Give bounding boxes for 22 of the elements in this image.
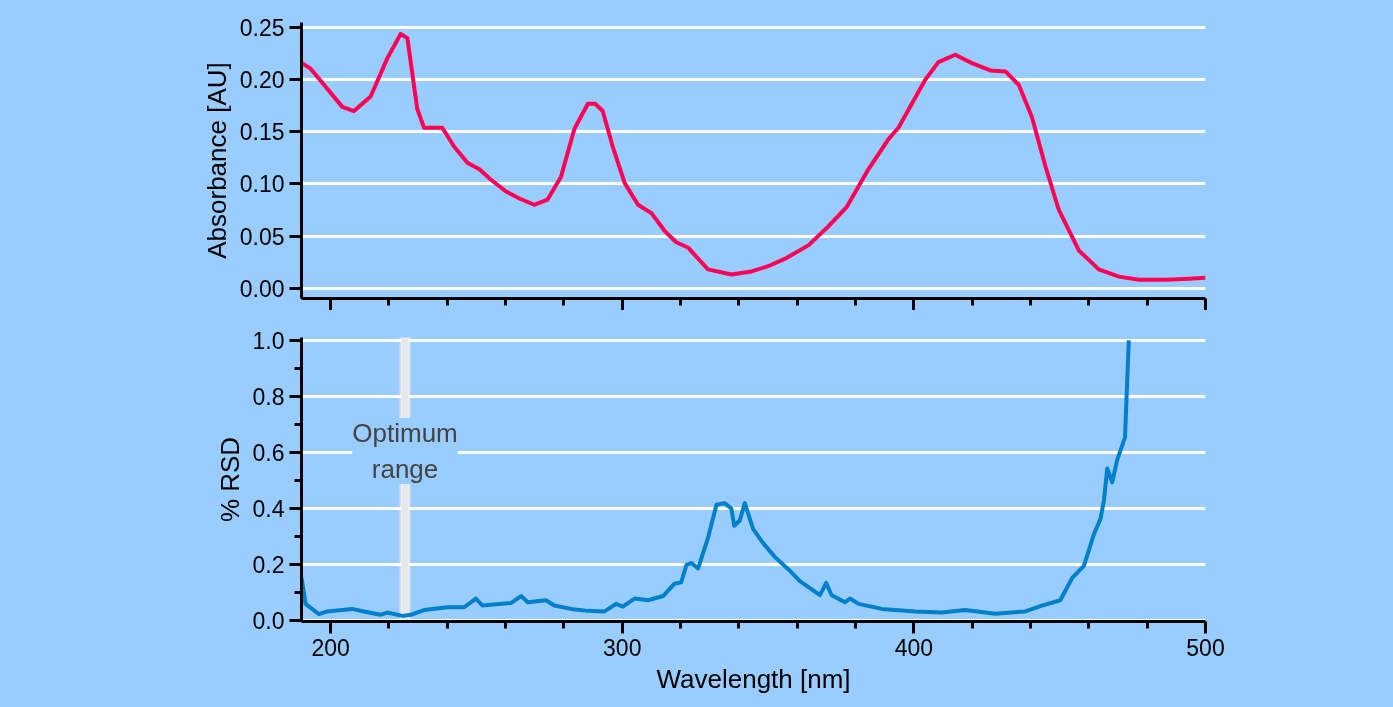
x-tick-label: 200 bbox=[311, 634, 350, 661]
y-tick-label: 0.2 bbox=[252, 551, 285, 578]
y-tick-label: 0.05 bbox=[239, 223, 285, 250]
y-tick-label: 0.25 bbox=[239, 15, 285, 42]
y-axis-title: % RSD bbox=[214, 436, 245, 523]
y-tick-label: 0.00 bbox=[239, 275, 285, 302]
y-tick-label: 0.8 bbox=[252, 383, 285, 410]
line-series bbox=[301, 31, 1206, 282]
y-tick-label: 0.15 bbox=[239, 119, 285, 146]
x-axis-title: Wavelength [nm] bbox=[656, 663, 851, 694]
line-series bbox=[301, 338, 1131, 618]
band-label: Optimum range bbox=[352, 418, 458, 485]
y-tick-label: 1.0 bbox=[252, 327, 285, 354]
x-tick-label: 500 bbox=[1186, 634, 1225, 661]
y-tick-label: 0.6 bbox=[252, 439, 285, 466]
y-tick-label: 0.4 bbox=[252, 495, 285, 522]
y-tick-label: 0.10 bbox=[239, 171, 285, 198]
y-tick-label: 0.20 bbox=[239, 67, 285, 94]
y-tick-label: 0.0 bbox=[252, 607, 285, 634]
x-tick-label: 400 bbox=[894, 634, 934, 661]
x-tick-label: 300 bbox=[603, 634, 642, 661]
y-axis-title: Absorbance [AU] bbox=[201, 62, 232, 259]
